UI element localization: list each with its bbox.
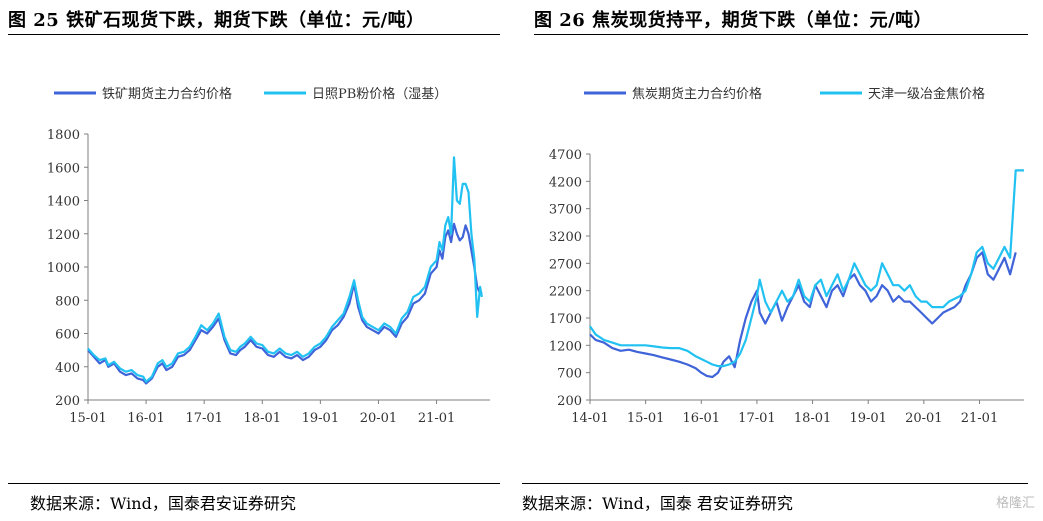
y-tick-label: 3200 (549, 230, 582, 245)
figure-26-panel: 图 26 焦炭现货持平，期货下跌（单位：元/吨） 焦炭期货主力合约价格 天津一级冶… (522, 0, 1043, 521)
figure-26-title-rule (534, 34, 1028, 35)
y-tick-label: 700 (557, 367, 582, 382)
x-tick-label: 17-01 (738, 411, 775, 426)
x-tick-label: 18-01 (244, 411, 281, 426)
y-tick-label: 3700 (549, 203, 582, 218)
figure-25-title: 图 25 铁矿石现货下跌，期货下跌（单位：元/吨） (8, 10, 425, 31)
y-tick-label: 1000 (47, 261, 80, 276)
y-tick-label: 4700 (549, 148, 582, 163)
y-tick-label: 1600 (47, 161, 80, 176)
x-tick-label: 18-01 (794, 411, 831, 426)
y-tick-label: 1200 (47, 228, 80, 243)
figure-25-source-rule (8, 483, 500, 484)
legend-label-0: 焦炭期货主力合约价格 (632, 86, 762, 102)
series-line-1 (589, 169, 1024, 368)
x-tick-label: 20-01 (905, 411, 942, 426)
figure-25-title-rule (8, 34, 500, 35)
x-tick-label: 21-01 (961, 411, 998, 426)
x-tick-label: 17-01 (185, 411, 222, 426)
x-tick-label: 19-01 (302, 411, 339, 426)
legend-label-0: 铁矿期货主力合约价格 (102, 86, 232, 102)
y-tick-label: 2700 (549, 257, 582, 272)
legend-label-1: 天津一级冶金焦价格 (868, 86, 985, 102)
series-line-1 (87, 156, 483, 383)
x-tick-label: 15-01 (627, 411, 664, 426)
y-tick-label: 4200 (549, 175, 582, 190)
figure-25-panel: 图 25 铁矿石现货下跌，期货下跌（单位：元/吨） 铁矿期货主力合约价格 日照PB… (0, 0, 510, 521)
x-tick-label: 21-01 (418, 411, 455, 426)
y-tick-label: 400 (55, 361, 80, 376)
figure-25-source: 数据来源：Wind，国泰君安证券研究 (30, 494, 296, 513)
x-tick-label: 16-01 (683, 411, 720, 426)
legend-label-1: 日照PB粉价格（湿基） (312, 86, 447, 102)
series-line-0 (589, 251, 1017, 379)
y-tick-label: 1200 (549, 339, 582, 354)
x-tick-label: 15-01 (69, 411, 106, 426)
y-tick-label: 1800 (47, 128, 80, 143)
y-tick-label: 1400 (47, 195, 80, 210)
x-tick-label: 14-01 (571, 411, 608, 426)
y-tick-label: 800 (55, 294, 80, 309)
y-tick-label: 200 (55, 394, 80, 409)
watermark-logo: 格隆汇 (995, 496, 1035, 511)
series-line-0 (87, 222, 483, 385)
y-tick-label: 600 (55, 328, 80, 343)
figure-26-source: 数据来源：Wind，国泰 君安证券研究 (522, 494, 793, 513)
x-tick-label: 19-01 (849, 411, 886, 426)
y-tick-label: 200 (557, 394, 582, 409)
iron-ore-price-chart: 铁矿期货主力合约价格 日照PB粉价格（湿基） 200 400 600 800 1000 120… (47, 86, 490, 426)
y-tick-label: 2200 (549, 285, 582, 300)
y-tick-label: 1700 (549, 312, 582, 327)
figure-26-source-rule (522, 483, 1028, 484)
x-tick-label: 20-01 (360, 411, 397, 426)
figure-26-title: 图 26 焦炭现货持平，期货下跌（单位：元/吨） (534, 10, 933, 31)
x-tick-label: 16-01 (127, 411, 164, 426)
coke-price-chart: 焦炭期货主力合约价格 天津一级冶金焦价格 200 700 1200 1700 2200 270… (549, 86, 1024, 426)
